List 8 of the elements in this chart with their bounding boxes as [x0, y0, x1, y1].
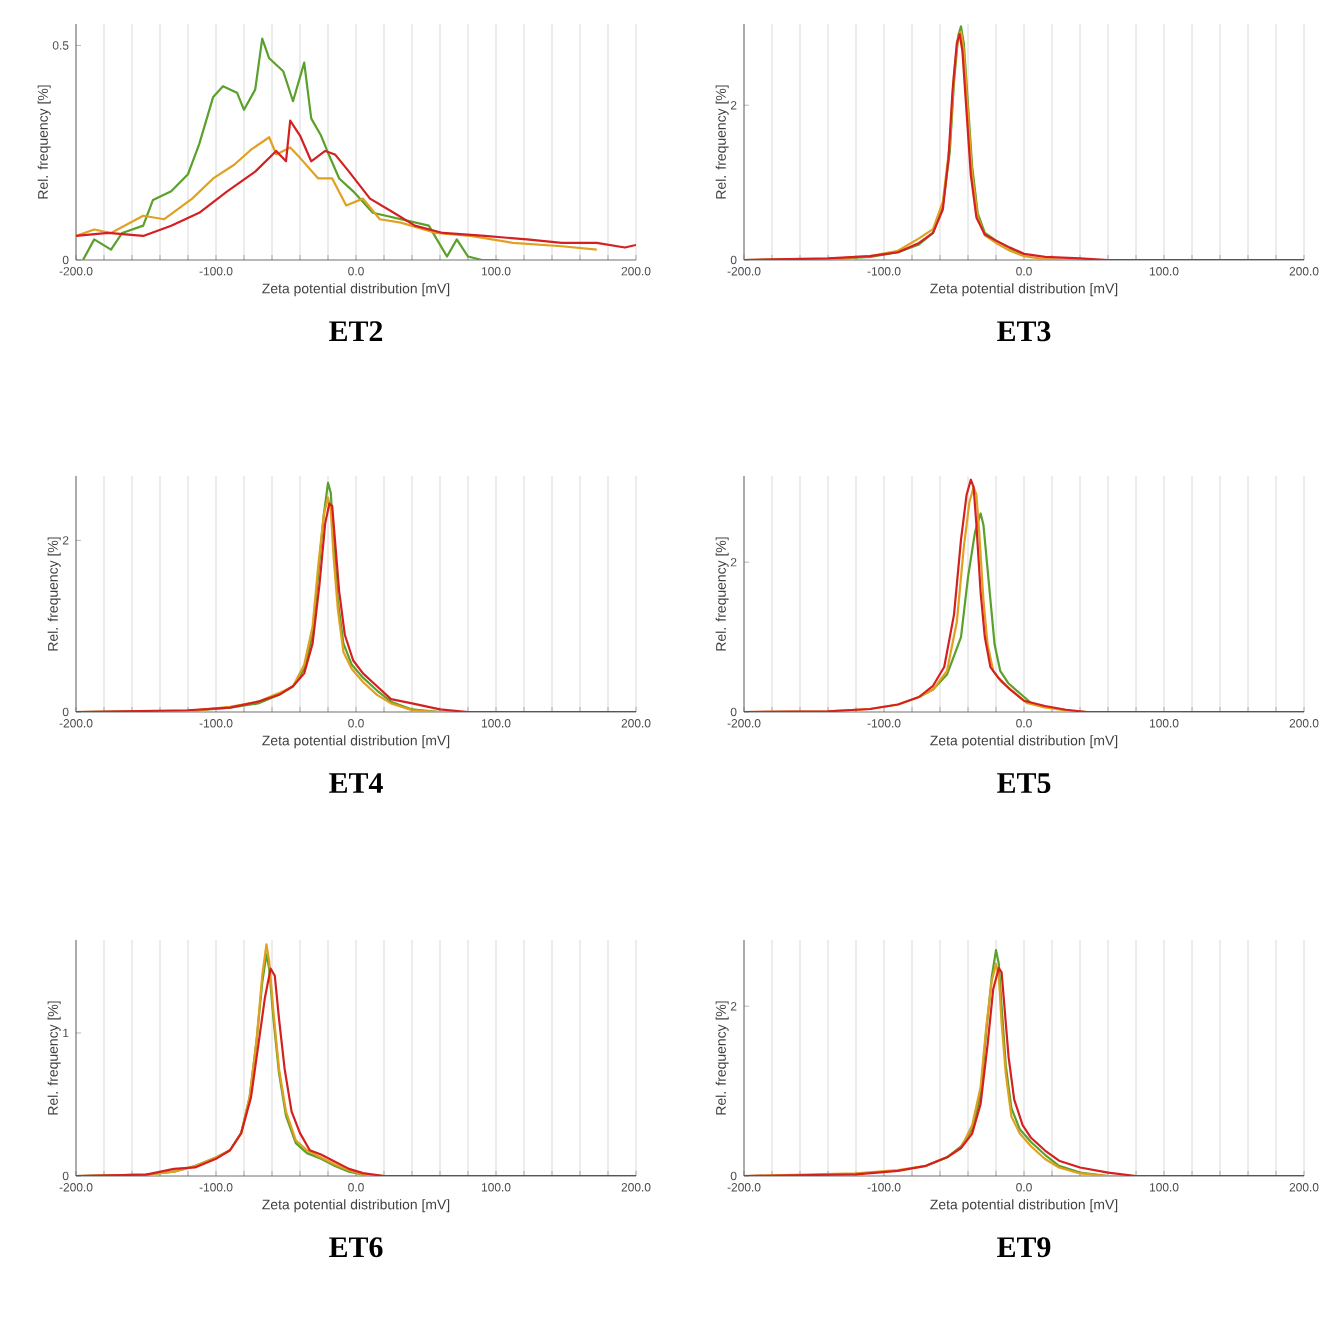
- text: ET2: [329, 321, 383, 341]
- line-series: [76, 119, 637, 249]
- text: ET4: [329, 773, 383, 793]
- text: ET3: [997, 321, 1051, 342]
- line-series: [76, 136, 598, 251]
- text: ET5: [997, 773, 1051, 794]
- text: ET9: [997, 1237, 1051, 1258]
- text: ET6: [329, 1237, 383, 1258]
